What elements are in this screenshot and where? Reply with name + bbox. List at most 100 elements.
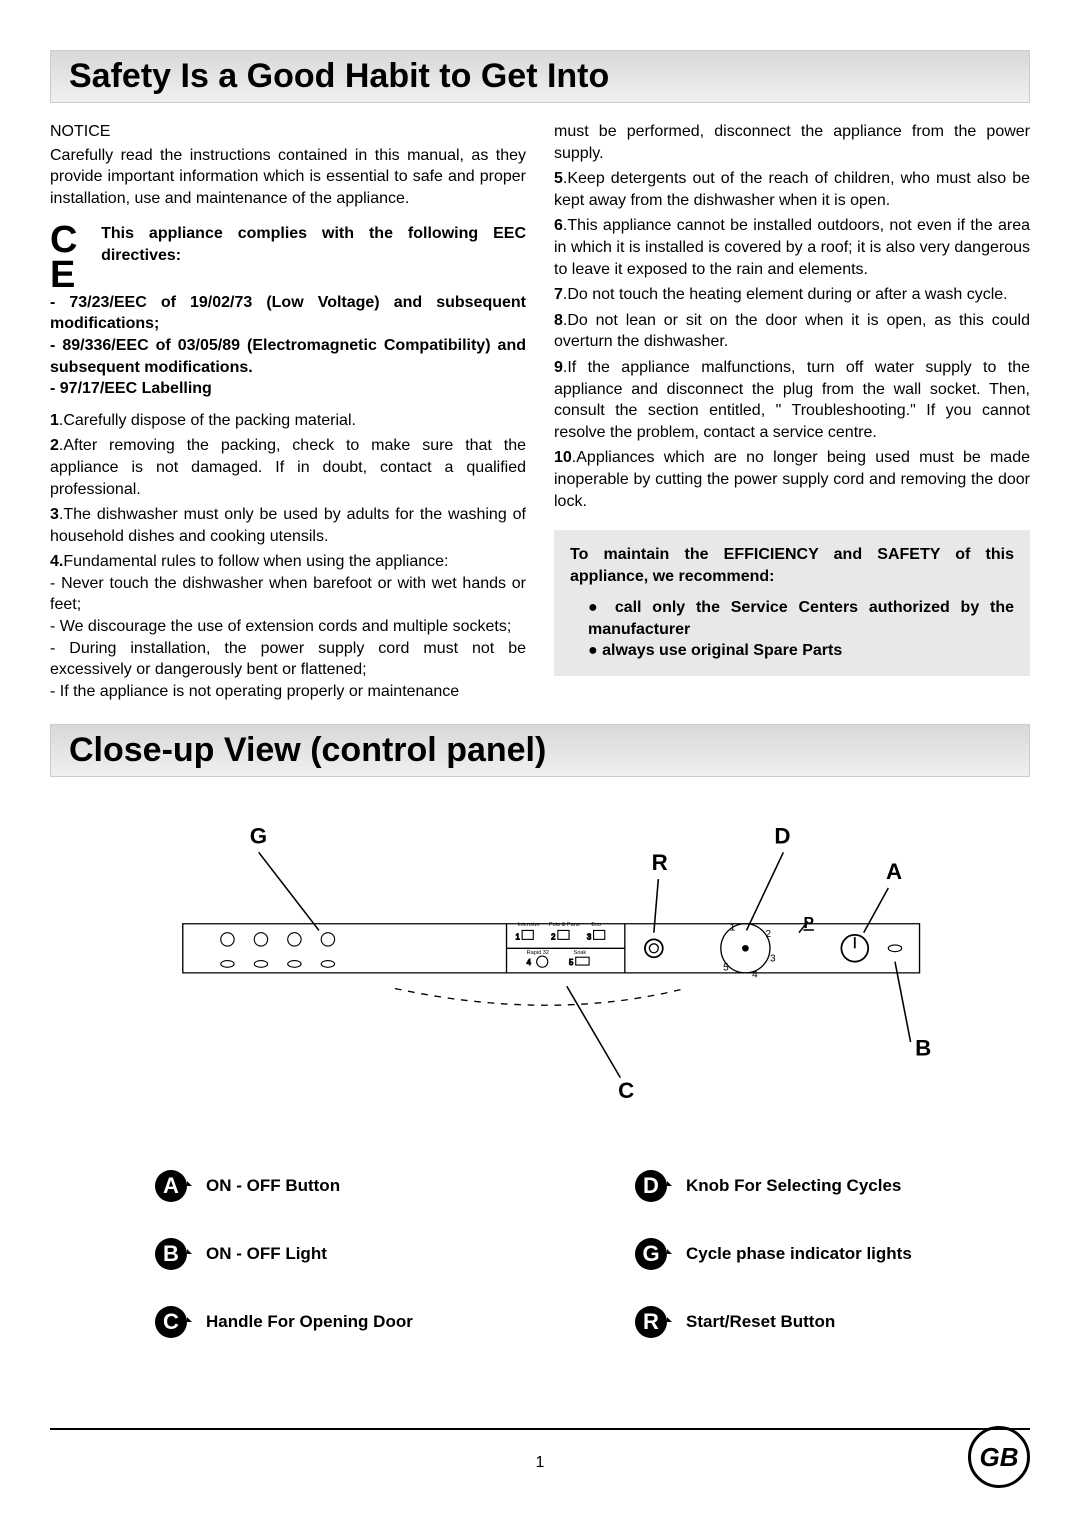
item-1-t: .Carefully dispose of the packing materi… (59, 412, 356, 429)
program-labels-top: Intensive Pots & Pans Eco (518, 922, 601, 928)
item-10: 10.Appliances which are no longer being … (554, 447, 1030, 512)
knob-num-4: 4 (752, 970, 758, 981)
svg-text:2: 2 (551, 933, 555, 942)
badge-b-icon: B (150, 1233, 192, 1275)
item-10-n: 10 (554, 449, 572, 466)
legend-text-a: ON - OFF Button (206, 1176, 340, 1196)
directive-3: - 97/17/EEC Labelling (50, 378, 526, 400)
legend-item-g: G Cycle phase indicator lights (630, 1233, 970, 1275)
notice-body: Carefully read the instructions containe… (50, 145, 526, 210)
item-6-t: .This appliance cannot be installed outd… (554, 217, 1030, 277)
item-1: 1.Carefully dispose of the packing mater… (50, 410, 526, 432)
legend-item-d: D Knob For Selecting Cycles (630, 1165, 970, 1207)
legend-item-r: R Start/Reset Button (630, 1301, 970, 1343)
legend-text-g: Cycle phase indicator lights (686, 1244, 912, 1264)
legend-item-a: A ON - OFF Button (150, 1165, 490, 1207)
panel-svg: 1 2 3 4 5 P 1 2 3 (60, 795, 1020, 1115)
svg-text:1: 1 (515, 933, 519, 942)
legend-item-b: B ON - OFF Light (150, 1233, 490, 1275)
item-9-t: .If the appliance malfunctions, turn off… (554, 359, 1030, 441)
item-6-n: 6 (554, 217, 563, 234)
heading-safety: Safety Is a Good Habit to Get Into (50, 50, 1030, 103)
control-panel-diagram: 1 2 3 4 5 P 1 2 3 (60, 795, 1020, 1115)
item-8-n: 8 (554, 312, 563, 329)
badge-g-icon: G (630, 1233, 672, 1275)
legend-text-d: Knob For Selecting Cycles (686, 1176, 901, 1196)
indicator-group (221, 933, 335, 968)
item-9: 9.If the appliance malfunctions, turn of… (554, 357, 1030, 443)
start-reset-icon (645, 940, 663, 958)
legend: A ON - OFF Button B ON - OFF Light C Han… (110, 1145, 970, 1369)
sub4-1: - Never touch the dishwasher when barefo… (50, 573, 526, 616)
item-10-t: .Appliances which are no longer being us… (554, 449, 1030, 509)
directive-2: - 89/336/EEC of 03/05/89 (Electromagneti… (50, 335, 526, 378)
badge-r-icon: R (630, 1301, 672, 1343)
legend-col-left: A ON - OFF Button B ON - OFF Light C Han… (150, 1165, 490, 1369)
knob-num-1: 1 (730, 923, 736, 934)
item-2-n: 2 (50, 437, 59, 454)
item-4: 4.Fundamental rules to follow when using… (50, 551, 526, 573)
callout-box: To maintain the EFFICIENCY and SAFETY of… (554, 530, 1030, 676)
item-3: 3.The dishwasher must only be used by ad… (50, 504, 526, 547)
program-icons-bottom: 4 5 (527, 957, 590, 968)
sub4-2: - We discourage the use of extension cor… (50, 616, 526, 638)
power-button-icon (841, 935, 868, 962)
badge-c-icon: C (150, 1301, 192, 1343)
legend-text-c: Handle For Opening Door (206, 1312, 413, 1332)
svg-text:Intensive: Intensive (518, 922, 540, 928)
region-badge: GB (968, 1426, 1030, 1488)
p-label: P (803, 916, 813, 933)
knob-num-5: 5 (723, 963, 729, 974)
svg-text:Eco: Eco (591, 922, 601, 928)
svg-text:3: 3 (587, 933, 591, 942)
item-4-t: Fundamental rules to follow when using t… (63, 553, 448, 570)
item-1-n: 1 (50, 412, 59, 429)
callout-item-2: always use original Spare Parts (588, 640, 1014, 662)
door-handle-curve (395, 989, 685, 1006)
badge-a-icon: A (150, 1165, 192, 1207)
safety-columns: NOTICE Carefully read the instructions c… (50, 121, 1030, 702)
knob-num-2: 2 (765, 930, 771, 941)
notice-label: NOTICE (50, 121, 526, 143)
heading-closeup: Close-up View (control panel) (50, 724, 1030, 777)
sub4-4: - If the appliance is not operating prop… (50, 681, 526, 703)
item-9-n: 9 (554, 359, 563, 376)
item-2-t: .After removing the packing, check to ma… (50, 437, 526, 497)
ce-row: C E This appliance complies with the fol… (50, 223, 526, 291)
cycle-knob: 1 2 3 4 5 (721, 923, 776, 981)
directive-1: - 73/23/EEC of 19/02/73 (Low Voltage) an… (50, 292, 526, 335)
label-g: G (250, 824, 267, 849)
footer-rule (50, 1428, 1030, 1430)
footer: 1 GB (50, 1428, 1030, 1488)
item-3-n: 3 (50, 506, 59, 523)
knob-num-3: 3 (770, 954, 776, 965)
label-a: A (886, 860, 902, 885)
item-2: 2.After removing the packing, check to m… (50, 435, 526, 500)
legend-text-r: Start/Reset Button (686, 1312, 835, 1332)
safety-col-left: NOTICE Carefully read the instructions c… (50, 121, 526, 702)
label-c: C (618, 1078, 634, 1103)
item-8: 8.Do not lean or sit on the door when it… (554, 310, 1030, 353)
right-cont: must be performed, disconnect the applia… (554, 121, 1030, 164)
svg-text:Soak: Soak (573, 950, 586, 956)
item-5-n: 5 (554, 170, 563, 187)
legend-text-b: ON - OFF Light (206, 1244, 327, 1264)
label-r: R (652, 851, 668, 876)
item-6: 6.This appliance cannot be installed out… (554, 215, 1030, 280)
legend-col-right: D Knob For Selecting Cycles G Cycle phas… (630, 1165, 970, 1369)
item-7-n: 7 (554, 286, 563, 303)
sub4-3: - During installation, the power supply … (50, 638, 526, 681)
item-7: 7.Do not touch the heating element durin… (554, 284, 1030, 306)
ce-text: This appliance complies with the followi… (101, 223, 526, 266)
callout-item-1: call only the Service Centers authorized… (588, 597, 1014, 640)
item-5-t: .Keep detergents out of the reach of chi… (554, 170, 1030, 209)
item-7-t: .Do not touch the heating element during… (563, 286, 1008, 303)
item-4-n: 4. (50, 553, 63, 570)
ce-mark-icon: C E (50, 223, 91, 291)
program-labels-bottom: Rapid 32 Soak (527, 950, 587, 956)
svg-text:5: 5 (569, 958, 574, 967)
badge-d-icon: D (630, 1165, 672, 1207)
callout-title: To maintain the EFFICIENCY and SAFETY of… (570, 544, 1014, 587)
label-d: D (774, 824, 790, 849)
program-icons-top: 1 2 3 (515, 931, 604, 942)
